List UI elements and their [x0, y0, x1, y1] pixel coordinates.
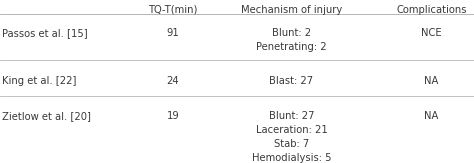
Text: Blast: 27: Blast: 27 [269, 76, 314, 86]
Text: Zietlow et al. [20]: Zietlow et al. [20] [2, 111, 91, 121]
Text: Mechanism of injury: Mechanism of injury [241, 5, 342, 15]
Text: King et al. [22]: King et al. [22] [2, 76, 77, 86]
Text: NA: NA [424, 111, 438, 121]
Text: Blunt: 2
Penetrating: 2: Blunt: 2 Penetrating: 2 [256, 28, 327, 52]
Text: Blunt: 27
Laceration: 21
Stab: 7
Hemodialysis: 5
Fall: 3
Gunshot: 3
Other: 7: Blunt: 27 Laceration: 21 Stab: 7 Hemodia… [252, 111, 331, 163]
Text: 24: 24 [167, 76, 179, 86]
Text: Passos et al. [15]: Passos et al. [15] [2, 28, 88, 38]
Text: Complications: Complications [396, 5, 466, 15]
Text: NCE: NCE [421, 28, 442, 38]
Text: 91: 91 [167, 28, 179, 38]
Text: 19: 19 [167, 111, 179, 121]
Text: NA: NA [424, 76, 438, 86]
Text: TQ-T(min): TQ-T(min) [148, 5, 198, 15]
